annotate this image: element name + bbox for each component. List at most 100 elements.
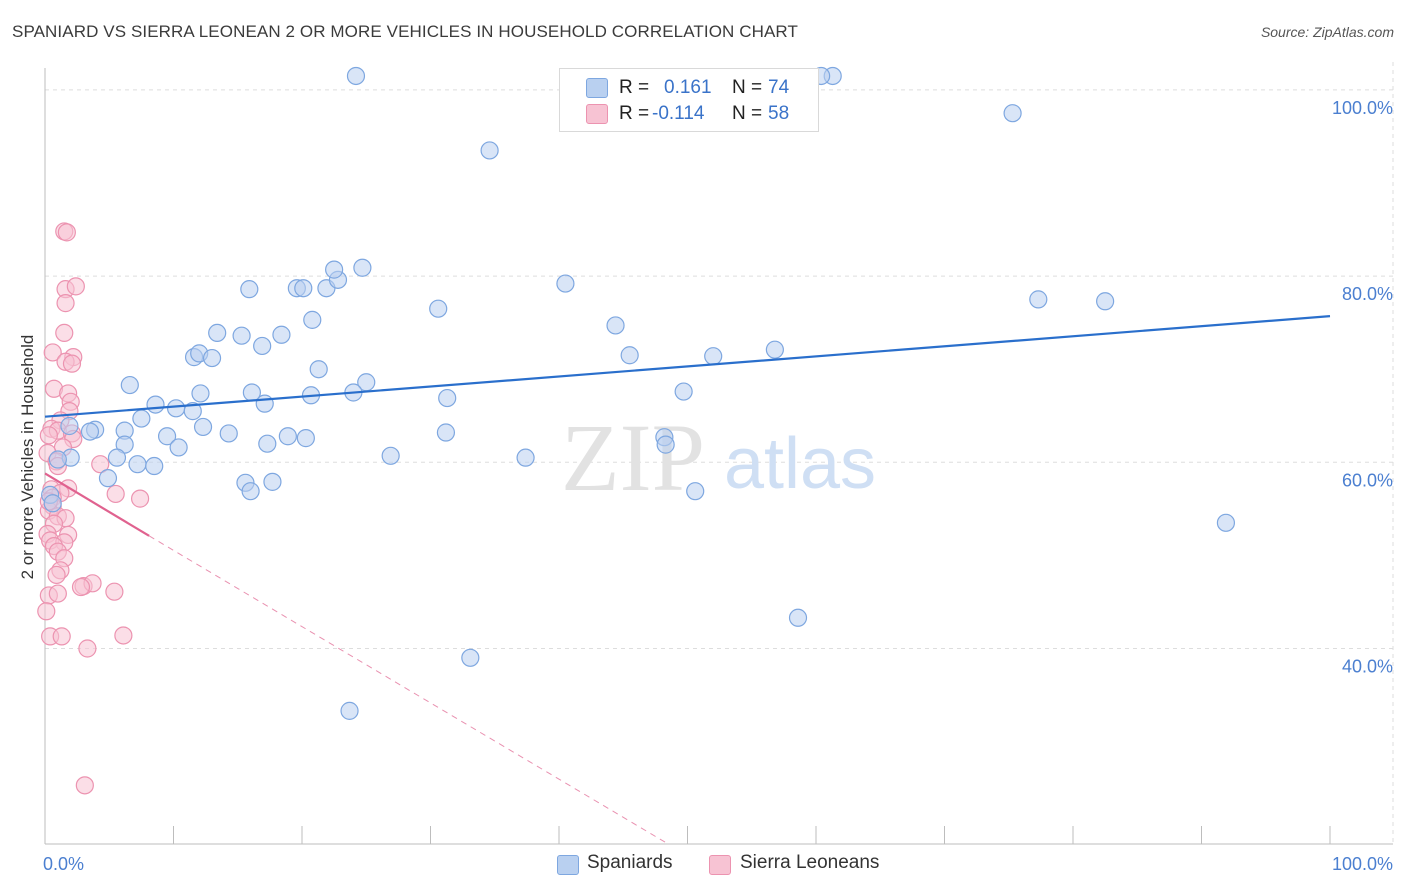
point-spaniards [1096,292,1115,311]
point-sierra-leoneans [114,626,133,645]
point-spaniards [303,310,322,329]
watermark: ZIP atlas [561,404,876,511]
point-spaniards [232,326,251,345]
point-spaniards [241,482,260,501]
point-spaniards [674,382,693,401]
trendlines [44,315,1331,845]
point-spaniards [294,279,313,298]
point-spaniards [169,438,188,457]
point-spaniards [340,701,359,720]
point-spaniards [1029,290,1048,309]
point-spaniards [146,395,165,414]
point-spaniards [278,427,297,446]
point-spaniards [80,422,100,441]
point-spaniards [166,399,186,418]
point-spaniards [1216,513,1236,532]
point-sierra-leoneans [91,455,110,474]
point-sierra-leoneans [71,577,91,597]
point-spaniards [145,456,164,476]
point-sierra-leoneans [48,584,67,603]
y-tick-label: 80.0% [1342,284,1393,304]
y-tick-label: 60.0% [1342,470,1393,490]
point-sierra-leoneans [47,565,66,585]
legend-n-value: 74 [768,77,790,98]
legend-r-label: R = [619,103,650,124]
point-spaniards [157,427,177,446]
legend-n-label: N = [732,103,763,124]
watermark-zip: ZIP [561,404,705,511]
point-sierra-leoneans [105,582,124,601]
legend-swatch-sierra-leoneans [586,104,608,124]
point-sierra-leoneans [130,489,150,508]
y-tick-label: 100.0% [1332,98,1393,118]
point-spaniards [606,316,625,335]
points-spaniards [41,66,1236,720]
point-spaniards [208,323,227,343]
point-spaniards [120,375,139,395]
point-sierra-leoneans [66,277,85,296]
y-axis-label: 2 or more Vehicles in Household [18,335,37,580]
legend-r-value: -0.114 [652,103,705,124]
point-spaniards [686,482,705,501]
point-spaniards [219,424,238,443]
chart-title: SPANIARD VS SIERRA LEONEAN 2 OR MORE VEH… [12,22,798,41]
point-spaniards [240,280,259,299]
point-spaniards [255,394,274,413]
x-tick-label: 0.0% [43,854,84,874]
legend-n-value: 58 [768,103,790,124]
point-spaniards [48,450,67,469]
correlation-legend: R = 0.161 N = 74 R = -0.114 N = 58 [559,68,819,132]
point-spaniards [438,388,457,408]
legend-r-label: R = [619,77,650,98]
point-spaniards [436,423,456,442]
point-spaniards [309,360,328,379]
bottom-legend-label: Sierra Leoneans [740,852,880,873]
point-spaniards [202,348,222,368]
point-spaniards [461,648,480,667]
point-sierra-leoneans [43,343,62,362]
point-sierra-leoneans [39,426,58,445]
trendline-sierra-leoneans [44,472,150,537]
grid-layer [45,62,1394,844]
point-spaniards [98,469,118,488]
point-spaniards [183,402,202,421]
point-spaniards [656,435,675,454]
point-spaniards [272,325,291,344]
bottom-swatch-spaniards [557,855,579,875]
point-spaniards [253,336,272,356]
point-spaniards [381,446,400,465]
trendline-spaniards [44,315,1331,418]
point-sierra-leoneans [78,639,97,658]
point-sierra-leoneans [52,627,71,646]
legend-r-value: 0.161 [664,77,712,98]
point-spaniards [346,66,366,86]
bottom-legend-label: Spaniards [587,852,673,873]
point-spaniards [353,258,372,277]
point-spaniards [429,299,448,318]
point-spaniards [480,141,499,160]
point-spaniards [128,455,147,474]
point-sierra-leoneans [75,776,94,795]
point-spaniards [263,472,282,491]
trendline-sierra-leoneans [148,535,669,845]
point-spaniards [258,434,277,453]
point-sierra-leoneans [37,602,56,621]
point-spaniards [191,384,210,403]
watermark-atlas: atlas [724,424,876,504]
point-spaniards [765,340,784,359]
point-spaniards [132,409,151,428]
point-sierra-leoneans [56,294,75,313]
point-spaniards [516,448,535,467]
legend-swatch-spaniards [586,78,608,98]
legend-n-label: N = [732,77,763,98]
point-spaniards [193,417,213,437]
point-sierra-leoneans [57,223,76,242]
source-label: Source: ZipAtlas.com [1260,24,1394,40]
point-spaniards [296,429,315,448]
axis-layer: 100.0% 80.0% 60.0% 40.0% 0.0% 100.0% [43,68,1393,874]
point-sierra-leoneans [55,323,74,343]
bottom-swatch-sierra-leoneans [709,855,731,875]
point-spaniards [60,416,79,436]
point-spaniards [556,274,575,293]
